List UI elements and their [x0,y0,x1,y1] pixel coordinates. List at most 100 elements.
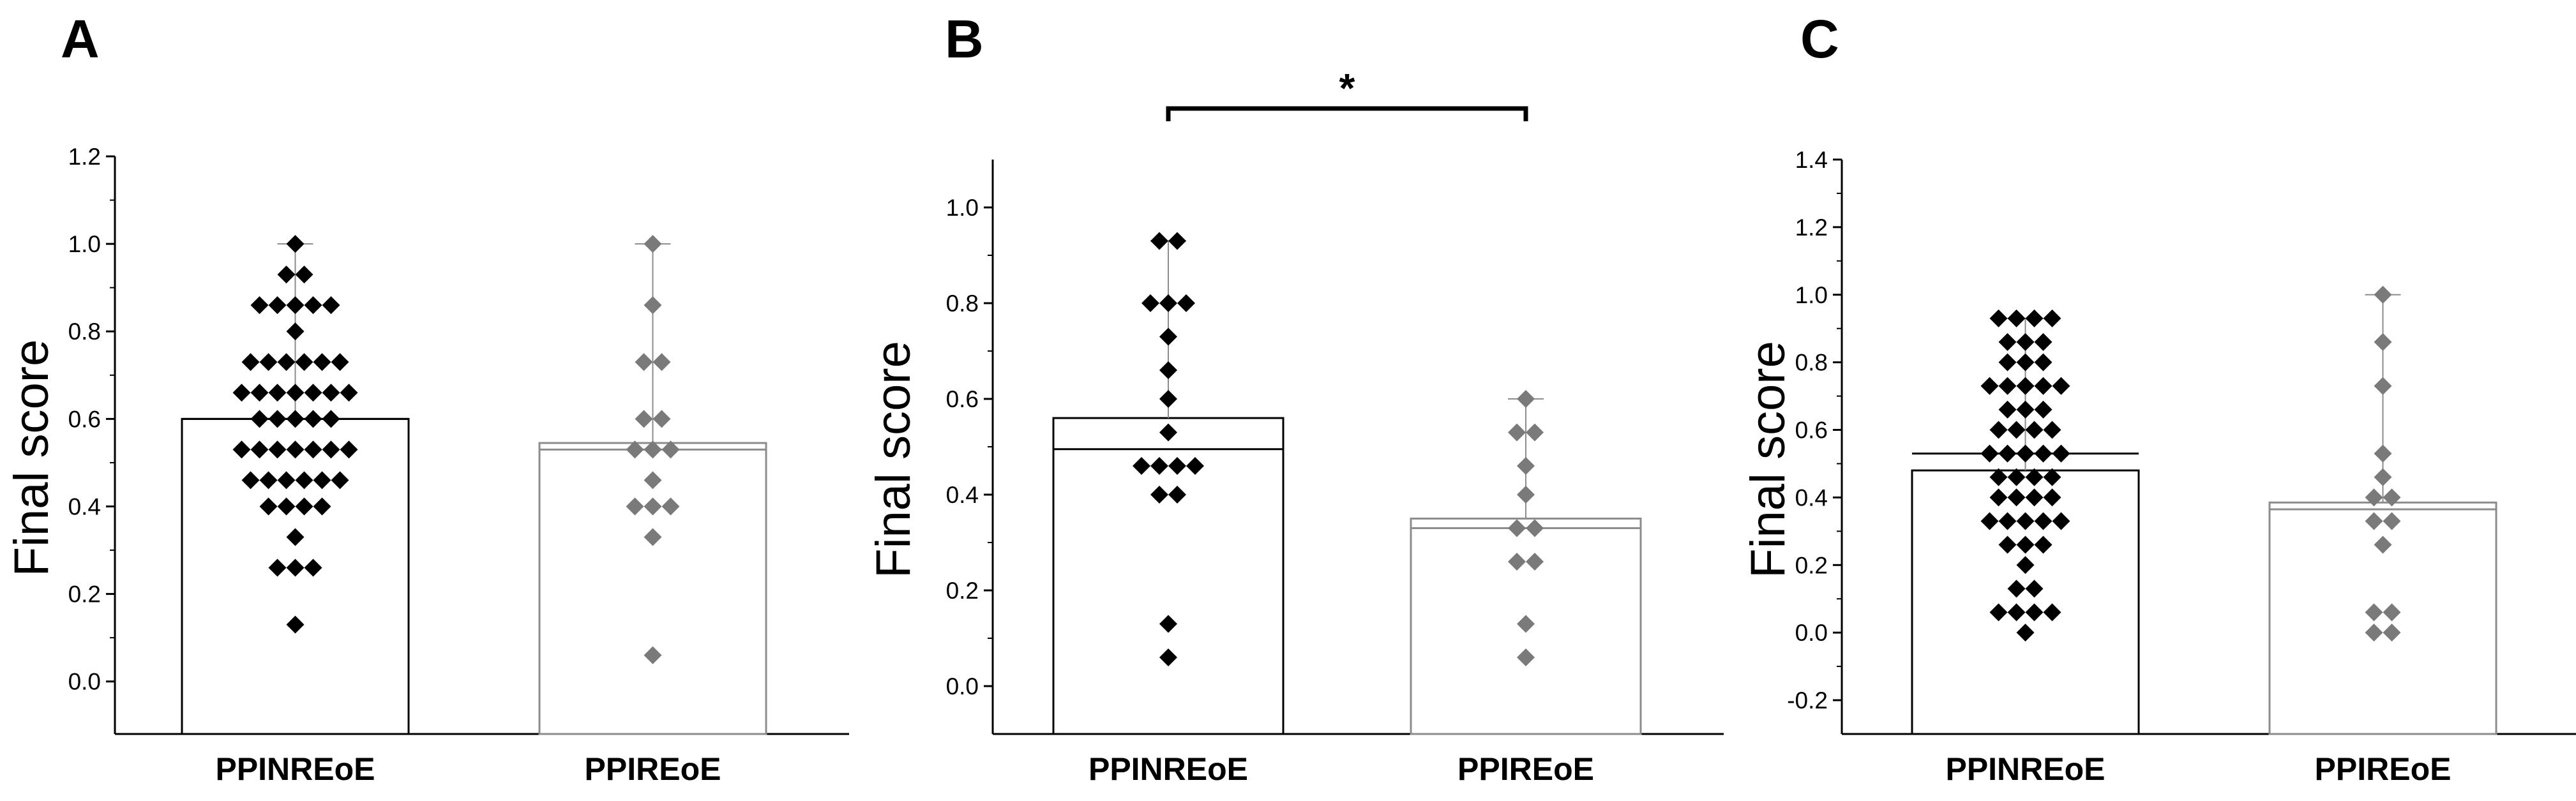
data-point [1186,457,1204,475]
y-tick-label: 0.8 [946,290,979,317]
data-point [313,353,331,371]
bar [1911,469,2140,735]
data-point [1150,486,1168,504]
y-tick-label: 0.4 [68,493,101,520]
panel-a: A Final score 0.0 0.2 0.4 0.6 0.8 1.0 1.2 PPINREo… [4,9,849,787]
data-point [1508,423,1526,442]
data-point [2383,624,2401,642]
data-point [644,440,662,459]
y-tick-label: 1.0 [946,195,979,221]
y-tick-label: 0.8 [68,318,101,345]
significance-label: * [1339,65,1355,111]
data-point [2007,580,2026,598]
data-point [1517,457,1535,475]
data-point [2374,535,2392,554]
data-point [2034,444,2053,463]
series-ppireoe [538,235,767,735]
data-point [1526,519,1544,537]
data-point [1998,535,2017,554]
data-point [1998,377,2017,395]
data-point [1177,294,1195,312]
data-point [2034,353,2053,371]
data-point [2034,512,2053,530]
data-point [2374,377,2392,395]
data-point [304,440,322,459]
data-point [1133,457,1150,475]
y-tick-label: 0.8 [1795,350,1828,376]
data-point [241,471,260,490]
data-point [232,440,251,459]
data-point [2043,488,2061,507]
data-point [2016,400,2035,419]
data-point [1998,333,2017,351]
series-ppinreoe [1911,309,2140,735]
data-point [2374,468,2392,486]
data-point [1159,423,1177,442]
y-tick-label: 0.2 [946,578,979,604]
data-point [250,384,269,402]
data-point [635,353,653,371]
data-point [2025,309,2044,327]
data-point [1989,421,2008,439]
data-point [1168,486,1186,504]
x-tick-label: PPIREoE [1457,751,1594,787]
data-point [2365,512,2383,530]
data-point [2016,444,2035,463]
data-point [1526,423,1544,442]
data-point [1517,615,1535,633]
y-tick-label: 0.0 [946,673,979,700]
data-point [313,471,331,490]
data-point [1989,468,2008,486]
data-point [2034,535,2053,554]
data-point [331,353,349,371]
data-point [259,353,278,371]
data-point [2025,488,2044,507]
data-point [2007,421,2026,439]
data-point [2052,377,2070,395]
data-point [304,296,322,315]
data-point [2374,444,2392,463]
significance-bracket [1166,106,1528,121]
series-ppinreoe [1052,232,1284,735]
data-point [2383,512,2401,530]
y-tick-label: 0.4 [1795,484,1828,511]
y-tick-label: 0.0 [1795,620,1828,646]
data-point [1517,390,1535,408]
series-ppinreoe [181,235,410,735]
data-point [2016,624,2035,642]
data-point [340,440,358,459]
y-axis-label: Final score [866,341,921,578]
data-point [268,558,287,577]
y-tick-label: 0.6 [1795,417,1828,444]
y-tick-label: 0.2 [68,581,101,608]
data-point [268,296,287,315]
data-point [1517,648,1535,666]
data-point [2052,444,2070,463]
data-point [2016,353,2035,371]
data-point [1159,361,1177,379]
series-ppireoe [1410,390,1642,735]
data-point [2016,512,2035,530]
data-point [1168,232,1186,250]
data-point [1989,309,2008,327]
data-point [2043,603,2061,622]
data-point [340,384,358,402]
panel-letter: C [1800,9,1839,69]
data-point [277,497,296,516]
data-point [1989,488,2008,507]
data-point [2365,624,2383,642]
y-tick-label: 1.2 [1795,214,1828,241]
data-point [250,440,269,459]
panel-letter: B [945,9,984,69]
data-point [1980,377,1999,395]
data-point [1517,486,1535,504]
data-point [304,410,322,428]
y-tick-label: 0.4 [946,482,979,508]
data-point [286,384,305,402]
x-tick-label: PPIREoE [2315,751,2452,787]
data-point [277,266,296,284]
y-axis-label: Final score [1741,341,1795,578]
data-point [2016,333,2035,351]
data-point [286,440,305,459]
data-point [2034,377,2053,395]
